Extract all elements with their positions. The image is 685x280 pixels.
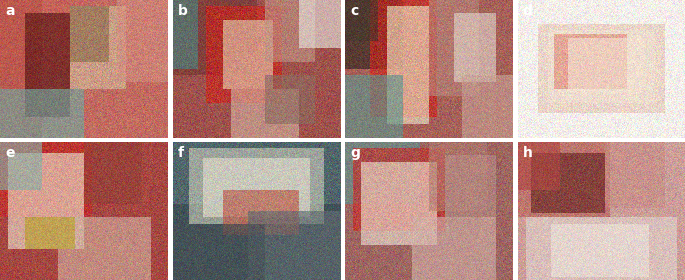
Text: g: g [350,146,360,160]
Text: c: c [350,4,358,18]
Text: e: e [5,146,14,160]
Text: h: h [523,146,532,160]
Text: a: a [5,4,14,18]
Text: f: f [177,146,184,160]
Text: b: b [177,4,188,18]
Text: d: d [523,4,532,18]
